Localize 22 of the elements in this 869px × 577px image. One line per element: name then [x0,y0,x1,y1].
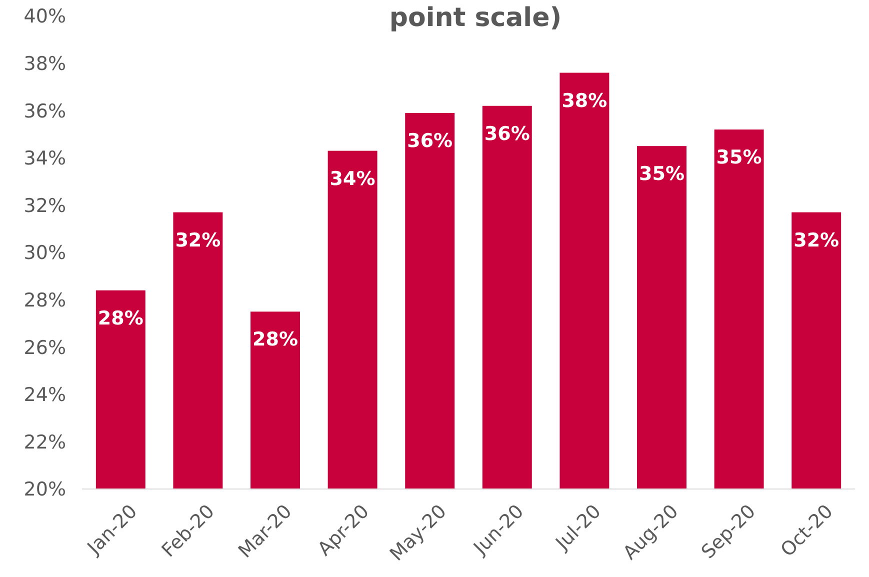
data-label: 38% [562,90,608,112]
data-label: 32% [794,229,840,252]
y-tick-label: 28% [24,289,66,312]
data-label: 32% [175,229,221,252]
data-label: 36% [407,130,453,152]
y-tick-label: 36% [24,100,66,122]
data-label: 36% [484,122,530,145]
y-tick-label: 40% [24,6,66,28]
y-tick-label: 38% [24,52,66,75]
y-tick-label: 22% [24,431,66,454]
data-label: 35% [639,163,684,186]
y-tick-label: 34% [24,148,66,170]
data-label: 28% [252,328,298,351]
y-tick-label: 24% [24,384,66,406]
y-tick-label: 20% [24,478,66,501]
chart-title: point scale) [389,3,562,33]
data-label: 35% [716,146,762,169]
data-label: 34% [330,168,376,190]
y-tick-label: 30% [24,242,66,264]
y-tick-label: 26% [24,336,66,359]
y-tick-label: 32% [24,194,66,217]
data-label: 28% [98,307,144,330]
